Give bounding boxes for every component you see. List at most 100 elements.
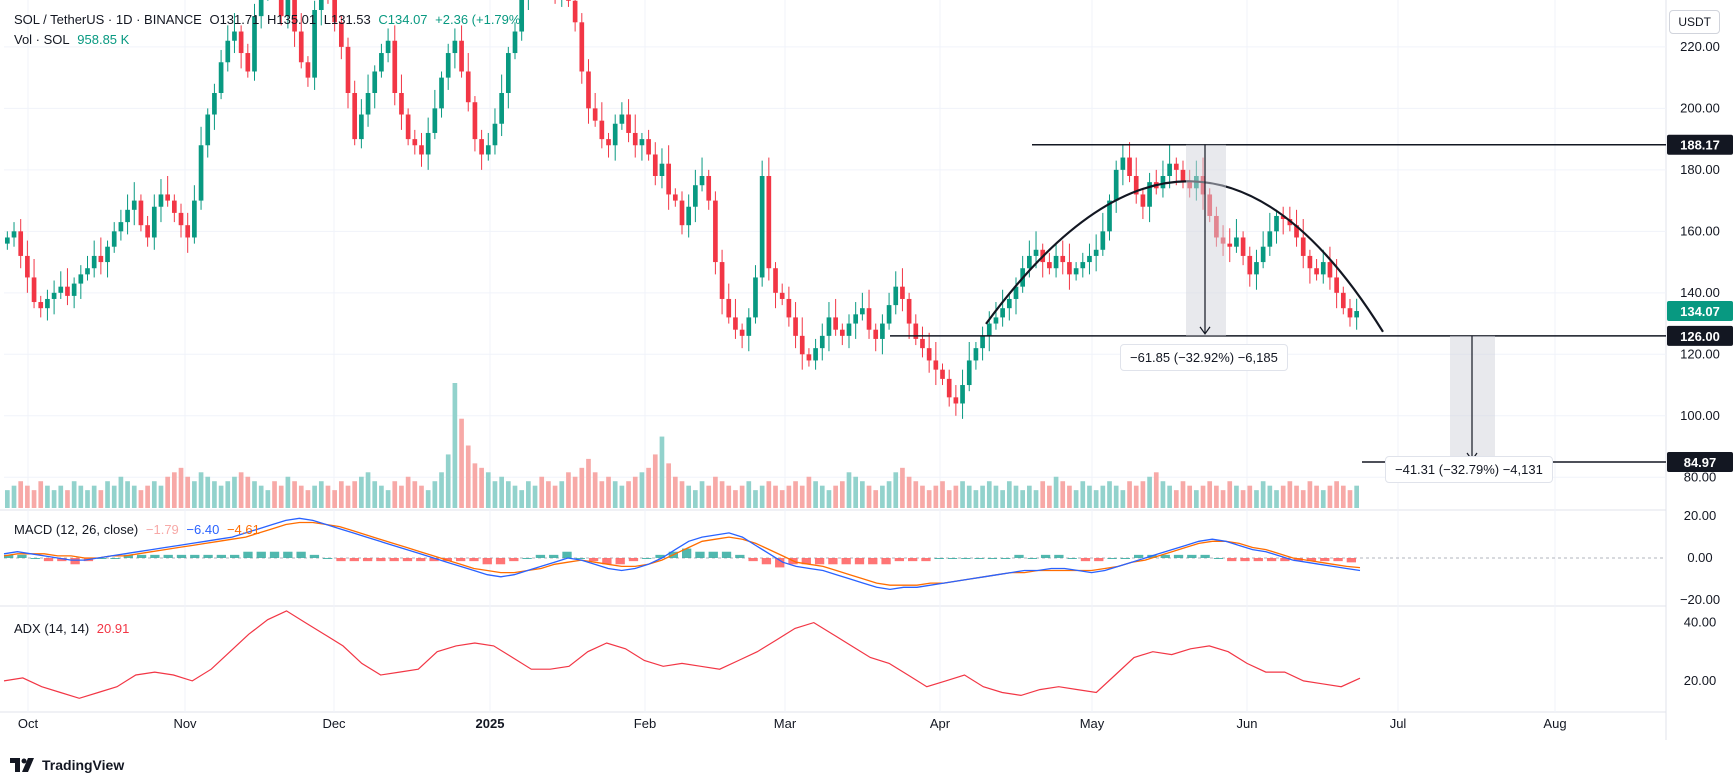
candle-body: [1167, 163, 1172, 176]
macd-signal-value: −4.61: [226, 522, 260, 537]
candle-body: [51, 292, 57, 299]
candle-body: [1147, 182, 1152, 207]
adx-label[interactable]: ADX (14, 14): [14, 621, 90, 636]
macd-histogram-bar: [1120, 558, 1131, 559]
candle-body: [372, 71, 378, 93]
candle-body: [1160, 176, 1166, 189]
candle-body: [1027, 255, 1032, 269]
time-tick-label: Feb: [634, 716, 656, 731]
volume-bar: [85, 490, 90, 508]
volume-bar: [1307, 481, 1313, 508]
candle-body: [1234, 237, 1239, 247]
volume-bar: [973, 490, 979, 508]
volume-bar: [766, 481, 772, 508]
volume-bar: [900, 467, 905, 508]
candle-body: [1300, 237, 1306, 256]
volume-bar: [125, 481, 130, 508]
macd-histogram-bar: [17, 554, 27, 558]
candle-body: [873, 329, 879, 339]
candle-body: [165, 194, 170, 201]
volume-bar: [706, 485, 712, 508]
volume-bar: [686, 485, 692, 508]
candle-body: [686, 206, 692, 226]
volume-bar: [913, 481, 919, 508]
support-price-label-bg: [1667, 325, 1733, 346]
candle-body: [839, 329, 845, 336]
volume-bar: [258, 485, 264, 508]
macd-histogram-bar: [828, 558, 838, 565]
candle-body: [1260, 246, 1266, 263]
macd-histogram-bar: [921, 558, 931, 562]
candle-body: [886, 305, 892, 324]
volume-bar: [1200, 485, 1206, 508]
volume-bar: [1107, 481, 1112, 508]
volume-bar: [45, 485, 50, 508]
volume-bar: [819, 485, 825, 508]
volume-bar: [679, 481, 685, 508]
volume-bar: [980, 485, 985, 508]
macd-histogram-bar: [1040, 554, 1051, 558]
candle-body: [412, 139, 418, 146]
volume-bar: [1354, 485, 1359, 508]
candle-body: [171, 200, 177, 213]
volume-bar: [926, 490, 932, 508]
candle-body: [706, 176, 712, 201]
volume-bar: [225, 481, 231, 508]
candle-body: [1173, 163, 1179, 170]
volume-bar: [31, 490, 37, 508]
volume-bar: [866, 485, 872, 508]
candle-body: [105, 246, 110, 263]
macd-histogram-bar: [97, 558, 107, 559]
measure-callout-target: −41.31 (−32.79%) −4,131: [1385, 456, 1553, 483]
macd-legend: MACD (12, 26, close) −1.79 −6.40 −4.61: [14, 522, 264, 537]
candle-body: [38, 302, 44, 309]
candle-body: [1354, 311, 1359, 318]
macd-histogram-bar: [974, 558, 984, 559]
volume-bar: [105, 481, 110, 508]
candle-body: [606, 139, 611, 146]
tradingview-logo[interactable]: TradingView: [10, 757, 124, 773]
adx-tick-label: 20.00: [1684, 673, 1717, 688]
volume-bar: [38, 481, 44, 508]
candle-body: [125, 209, 130, 223]
volume-bar: [359, 476, 364, 508]
volume-bar: [1033, 490, 1039, 508]
macd-histogram-bar: [1173, 554, 1184, 558]
candle-body: [365, 93, 371, 115]
volume-bar: [198, 472, 204, 508]
volume-label[interactable]: Vol · SOL: [14, 32, 70, 47]
macd-histogram-bar: [1067, 558, 1077, 559]
volume-bar: [579, 467, 585, 508]
macd-histogram-bar: [735, 554, 745, 558]
macd-histogram-bar: [655, 554, 665, 558]
volume-bar: [78, 485, 84, 508]
volume-bar: [1006, 481, 1012, 508]
macd-histogram-bar: [150, 554, 160, 558]
candle-body: [292, 0, 297, 32]
volume-bar: [886, 481, 892, 508]
macd-label[interactable]: MACD (12, 26, close): [14, 522, 139, 537]
volume-bar: [726, 485, 732, 508]
candle-body: [579, 22, 585, 72]
candle-body: [652, 154, 658, 176]
volume-bar: [1220, 490, 1226, 508]
macd-histogram-bar: [615, 558, 625, 565]
candle-body: [45, 298, 50, 309]
candle-body: [699, 176, 705, 186]
currency-button[interactable]: USDT: [1669, 10, 1720, 34]
volume-bar: [1300, 490, 1306, 508]
volume-bar: [1340, 485, 1346, 508]
macd-histogram-bar: [190, 554, 200, 558]
macd-histogram-bar: [908, 558, 918, 562]
candle-body: [78, 274, 84, 284]
candle-body: [1113, 169, 1119, 201]
volume-bar: [519, 490, 525, 508]
candle-body: [5, 237, 10, 244]
symbol-title[interactable]: SOL / TetherUS · 1D · BINANCE: [14, 12, 202, 27]
candle-body: [1334, 277, 1339, 293]
volume-bar: [880, 485, 885, 508]
candle-body: [1280, 215, 1286, 220]
volume-bar: [345, 485, 351, 508]
macd-histogram-bar: [748, 558, 758, 562]
